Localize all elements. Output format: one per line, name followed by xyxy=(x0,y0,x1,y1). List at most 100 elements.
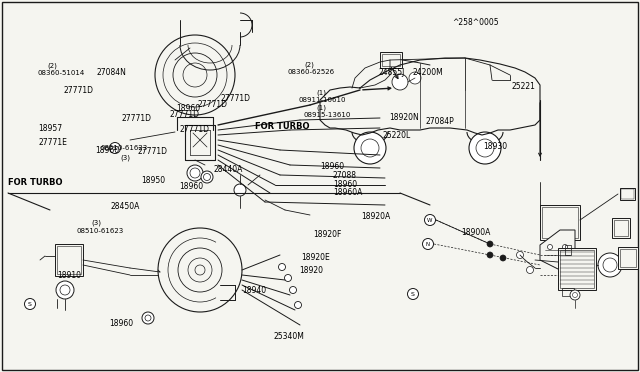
Text: 08510-61623: 08510-61623 xyxy=(100,145,147,151)
Bar xyxy=(380,52,402,68)
Circle shape xyxy=(424,215,435,225)
Text: 18930: 18930 xyxy=(483,142,508,151)
Circle shape xyxy=(278,263,285,270)
Text: S: S xyxy=(28,301,32,307)
Text: 24200M: 24200M xyxy=(412,68,443,77)
Circle shape xyxy=(516,251,524,259)
Text: ^258^0005: ^258^0005 xyxy=(452,18,499,27)
Text: 28440A: 28440A xyxy=(213,165,243,174)
Text: 27771D: 27771D xyxy=(170,110,200,119)
Text: 27771D: 27771D xyxy=(220,94,250,103)
Text: 25340M: 25340M xyxy=(274,332,305,341)
Text: 18920E: 18920E xyxy=(301,253,330,262)
Circle shape xyxy=(603,258,617,272)
Text: 18920N: 18920N xyxy=(389,113,419,122)
Text: 18960: 18960 xyxy=(109,319,133,328)
Circle shape xyxy=(294,301,301,308)
Circle shape xyxy=(201,171,213,183)
Circle shape xyxy=(500,255,506,261)
Circle shape xyxy=(190,168,200,178)
Bar xyxy=(562,288,574,296)
Text: 08510-61623: 08510-61623 xyxy=(77,228,124,234)
Bar xyxy=(612,218,630,238)
Text: 27084N: 27084N xyxy=(96,68,126,77)
Text: 18910: 18910 xyxy=(58,271,82,280)
Circle shape xyxy=(487,241,493,247)
Text: S: S xyxy=(113,145,117,151)
Bar xyxy=(618,247,638,269)
Text: 27771D: 27771D xyxy=(122,114,152,123)
Circle shape xyxy=(187,165,203,181)
Circle shape xyxy=(547,244,552,250)
Circle shape xyxy=(361,139,379,157)
Text: 27088: 27088 xyxy=(333,171,357,180)
Bar xyxy=(565,245,571,255)
Text: 24855J: 24855J xyxy=(379,68,405,77)
Circle shape xyxy=(469,132,501,164)
Text: 18960: 18960 xyxy=(333,180,357,189)
Text: 18920: 18920 xyxy=(300,266,323,275)
Bar xyxy=(540,205,580,240)
Bar xyxy=(620,188,635,200)
Text: 08915-13610: 08915-13610 xyxy=(303,112,351,118)
Circle shape xyxy=(563,244,568,250)
Text: (3): (3) xyxy=(92,220,102,227)
Text: 18940: 18940 xyxy=(242,286,266,295)
Circle shape xyxy=(527,266,534,273)
Text: 25220L: 25220L xyxy=(383,131,411,140)
Circle shape xyxy=(24,298,35,310)
Polygon shape xyxy=(540,230,575,270)
Circle shape xyxy=(409,72,421,84)
Text: (1): (1) xyxy=(316,105,326,111)
Circle shape xyxy=(285,275,291,282)
Text: 18900A: 18900A xyxy=(461,228,490,237)
Circle shape xyxy=(392,74,408,90)
Text: 18957: 18957 xyxy=(38,124,63,133)
Circle shape xyxy=(234,184,246,196)
Bar xyxy=(57,246,81,274)
Text: 18920F: 18920F xyxy=(314,230,342,239)
Text: N: N xyxy=(426,241,430,247)
Circle shape xyxy=(142,312,154,324)
Circle shape xyxy=(354,132,386,164)
Text: 18920A: 18920A xyxy=(362,212,391,221)
Bar xyxy=(542,207,578,238)
Bar xyxy=(558,248,596,290)
Circle shape xyxy=(487,252,493,258)
Circle shape xyxy=(56,281,74,299)
Circle shape xyxy=(204,173,211,180)
Text: FOR TURBO: FOR TURBO xyxy=(8,178,62,187)
Circle shape xyxy=(60,285,70,295)
Text: 08360-62526: 08360-62526 xyxy=(288,69,335,75)
Text: 27771E: 27771E xyxy=(38,138,67,147)
Circle shape xyxy=(109,142,120,154)
Bar xyxy=(560,250,594,288)
Circle shape xyxy=(145,315,151,321)
Text: (2): (2) xyxy=(304,61,314,68)
Text: 25221: 25221 xyxy=(512,82,536,91)
Text: 08911-10610: 08911-10610 xyxy=(299,97,346,103)
Text: (3): (3) xyxy=(120,155,130,161)
Circle shape xyxy=(476,139,494,157)
Circle shape xyxy=(408,289,419,299)
Text: (2): (2) xyxy=(47,63,57,70)
Circle shape xyxy=(289,286,296,294)
Text: 18960: 18960 xyxy=(177,105,201,113)
Text: 28450A: 28450A xyxy=(111,202,140,211)
Bar xyxy=(621,189,634,199)
Circle shape xyxy=(570,290,580,300)
Text: 18960A: 18960A xyxy=(333,188,362,197)
Text: 27084P: 27084P xyxy=(426,117,454,126)
Bar xyxy=(55,244,83,276)
Circle shape xyxy=(573,292,577,298)
Text: S: S xyxy=(411,292,415,296)
Text: 18950: 18950 xyxy=(141,176,165,185)
Text: 27771D: 27771D xyxy=(63,86,93,95)
Text: (1): (1) xyxy=(316,89,326,96)
Bar xyxy=(614,220,628,236)
Text: 18960: 18960 xyxy=(179,182,204,190)
Text: 27771D: 27771D xyxy=(179,125,209,134)
Circle shape xyxy=(422,238,433,250)
Text: 18960: 18960 xyxy=(320,162,344,171)
Text: 18960: 18960 xyxy=(95,146,119,155)
